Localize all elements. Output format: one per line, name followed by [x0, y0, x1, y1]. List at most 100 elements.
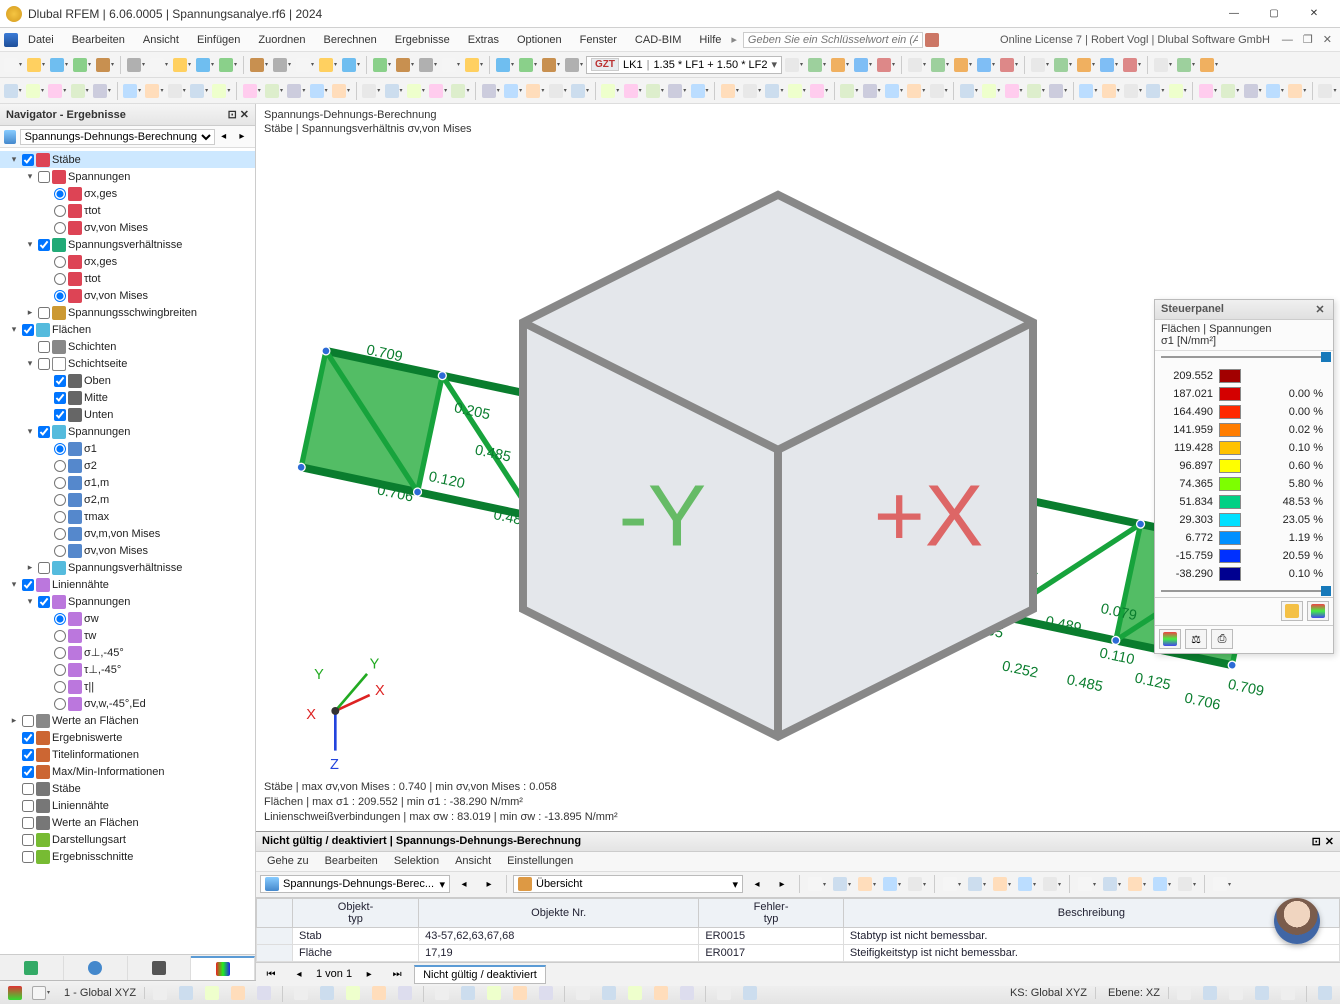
tb-btn[interactable]	[1220, 80, 1241, 102]
tree-row[interactable]: Oben	[0, 372, 255, 389]
tree-checkbox[interactable]	[22, 732, 34, 744]
tree-row[interactable]: Unten	[0, 406, 255, 423]
tb-btn[interactable]	[1145, 80, 1166, 102]
tb-btn[interactable]	[1100, 80, 1121, 102]
tree-radio[interactable]	[54, 256, 66, 268]
nav-next-button[interactable]: ▸	[233, 126, 251, 148]
tb-btn[interactable]	[91, 80, 112, 102]
menu-bearbeiten[interactable]: Bearbeiten	[64, 32, 133, 48]
tree-row[interactable]: Titelinformationen	[0, 746, 255, 763]
tb-btn[interactable]	[1075, 54, 1097, 76]
tree-row[interactable]: τmax	[0, 508, 255, 525]
scale-colors-button[interactable]	[1307, 601, 1329, 621]
table-menu-einstellungen[interactable]: Einstellungen	[500, 854, 580, 868]
tree-checkbox[interactable]	[22, 834, 34, 846]
pager-first[interactable]: ⏮	[260, 963, 282, 985]
tree-radio[interactable]	[54, 681, 66, 693]
tb-btn[interactable]	[175, 982, 197, 1004]
tree-radio[interactable]	[54, 613, 66, 625]
tb-btn[interactable]	[928, 80, 949, 102]
tree-checkbox[interactable]	[22, 749, 34, 761]
table-prev2-button[interactable]: ◂	[746, 873, 768, 895]
sb-btn-2[interactable]	[30, 982, 52, 1004]
tb-btn[interactable]	[1211, 873, 1233, 895]
tb-btn[interactable]	[829, 54, 851, 76]
nav-tab-data[interactable]	[0, 956, 64, 980]
tree-row[interactable]: σv,von Mises	[0, 542, 255, 559]
tree-row[interactable]: ▾Schichtseite	[0, 355, 255, 372]
tree-row[interactable]: ▸Werte an Flächen	[0, 712, 255, 729]
close-button[interactable]: ✕	[1294, 2, 1334, 26]
tree-checkbox[interactable]	[38, 239, 50, 251]
tb-btn[interactable]	[71, 54, 93, 76]
tb-btn[interactable]	[47, 80, 68, 102]
tb-btn[interactable]	[308, 80, 329, 102]
nav-tab-results[interactable]	[191, 956, 255, 980]
tree-radio[interactable]	[54, 443, 66, 455]
panel-close-icon[interactable]: ✕	[1313, 303, 1327, 316]
tb-btn[interactable]	[480, 80, 501, 102]
tree-row[interactable]: ▾Spannungen	[0, 593, 255, 610]
tb-btn[interactable]	[69, 80, 90, 102]
tree-radio[interactable]	[54, 528, 66, 540]
tree-row[interactable]: σv,w,-45°,Ed	[0, 695, 255, 712]
tb-btn[interactable]	[786, 80, 807, 102]
tb-btn[interactable]	[1317, 80, 1338, 102]
tb-btn[interactable]	[122, 80, 143, 102]
doc-maximize-button[interactable]: ❐	[1299, 33, 1317, 46]
tb-btn[interactable]	[248, 54, 270, 76]
minimize-button[interactable]: —	[1214, 2, 1254, 26]
tb-btn[interactable]	[340, 54, 362, 76]
doc-restore-button[interactable]: —	[1278, 34, 1297, 46]
table-menu-ansicht[interactable]: Ansicht	[448, 854, 498, 868]
app-menu-icon[interactable]	[4, 33, 18, 47]
tree-row[interactable]: Ergebniswerte	[0, 729, 255, 746]
tb-btn[interactable]	[317, 54, 339, 76]
panel-close-icon[interactable]: ✕	[1325, 835, 1334, 848]
tb-btn[interactable]	[450, 80, 471, 102]
tb-btn[interactable]	[2, 54, 24, 76]
tb-btn[interactable]	[371, 54, 393, 76]
tb-btn[interactable]	[394, 54, 416, 76]
tb-btn[interactable]	[2, 80, 23, 102]
tree-row[interactable]: ▾Spannungen	[0, 168, 255, 185]
tree-radio[interactable]	[54, 698, 66, 710]
tb-btn[interactable]	[1078, 80, 1099, 102]
tree-row[interactable]: ▸Spannungsverhältnisse	[0, 559, 255, 576]
tb-btn[interactable]	[1126, 873, 1148, 895]
table-tab[interactable]: Nicht gültig / deaktiviert	[414, 965, 546, 984]
tb-btn[interactable]	[217, 54, 239, 76]
tb-btn[interactable]	[1003, 80, 1024, 102]
nav-tab-views[interactable]	[64, 956, 128, 980]
tree-row[interactable]: τtot	[0, 270, 255, 287]
tb-btn[interactable]	[600, 80, 621, 102]
tb-btn[interactable]	[502, 80, 523, 102]
tb-btn[interactable]	[906, 54, 928, 76]
tb-btn[interactable]	[547, 80, 568, 102]
tb-btn[interactable]	[563, 54, 585, 76]
tb-btn[interactable]	[719, 80, 740, 102]
tb-btn[interactable]	[1052, 54, 1074, 76]
tree-checkbox[interactable]	[22, 800, 34, 812]
tb-btn[interactable]	[1025, 80, 1046, 102]
tb-btn[interactable]	[806, 873, 828, 895]
panel-pin-icon[interactable]: ⊡	[228, 108, 237, 121]
tree-row[interactable]: τw	[0, 627, 255, 644]
tb-btn[interactable]	[201, 982, 223, 1004]
tb-btn[interactable]	[125, 54, 147, 76]
tree-row[interactable]: Stäbe	[0, 780, 255, 797]
tb-btn[interactable]	[440, 54, 462, 76]
tb-btn[interactable]	[1167, 80, 1188, 102]
tree-checkbox[interactable]	[38, 562, 50, 574]
tb-btn[interactable]	[883, 80, 904, 102]
tree-radio[interactable]	[54, 630, 66, 642]
tb-btn[interactable]	[540, 54, 562, 76]
tb-btn[interactable]	[417, 54, 439, 76]
tb-btn[interactable]	[330, 80, 351, 102]
tree-checkbox[interactable]	[54, 375, 66, 387]
menu-zuordnen[interactable]: Zuordnen	[250, 32, 313, 48]
table-next2-button[interactable]: ▸	[771, 873, 793, 895]
tree-checkbox[interactable]	[22, 851, 34, 863]
tb-btn[interactable]	[906, 873, 928, 895]
tb-btn[interactable]	[525, 80, 546, 102]
